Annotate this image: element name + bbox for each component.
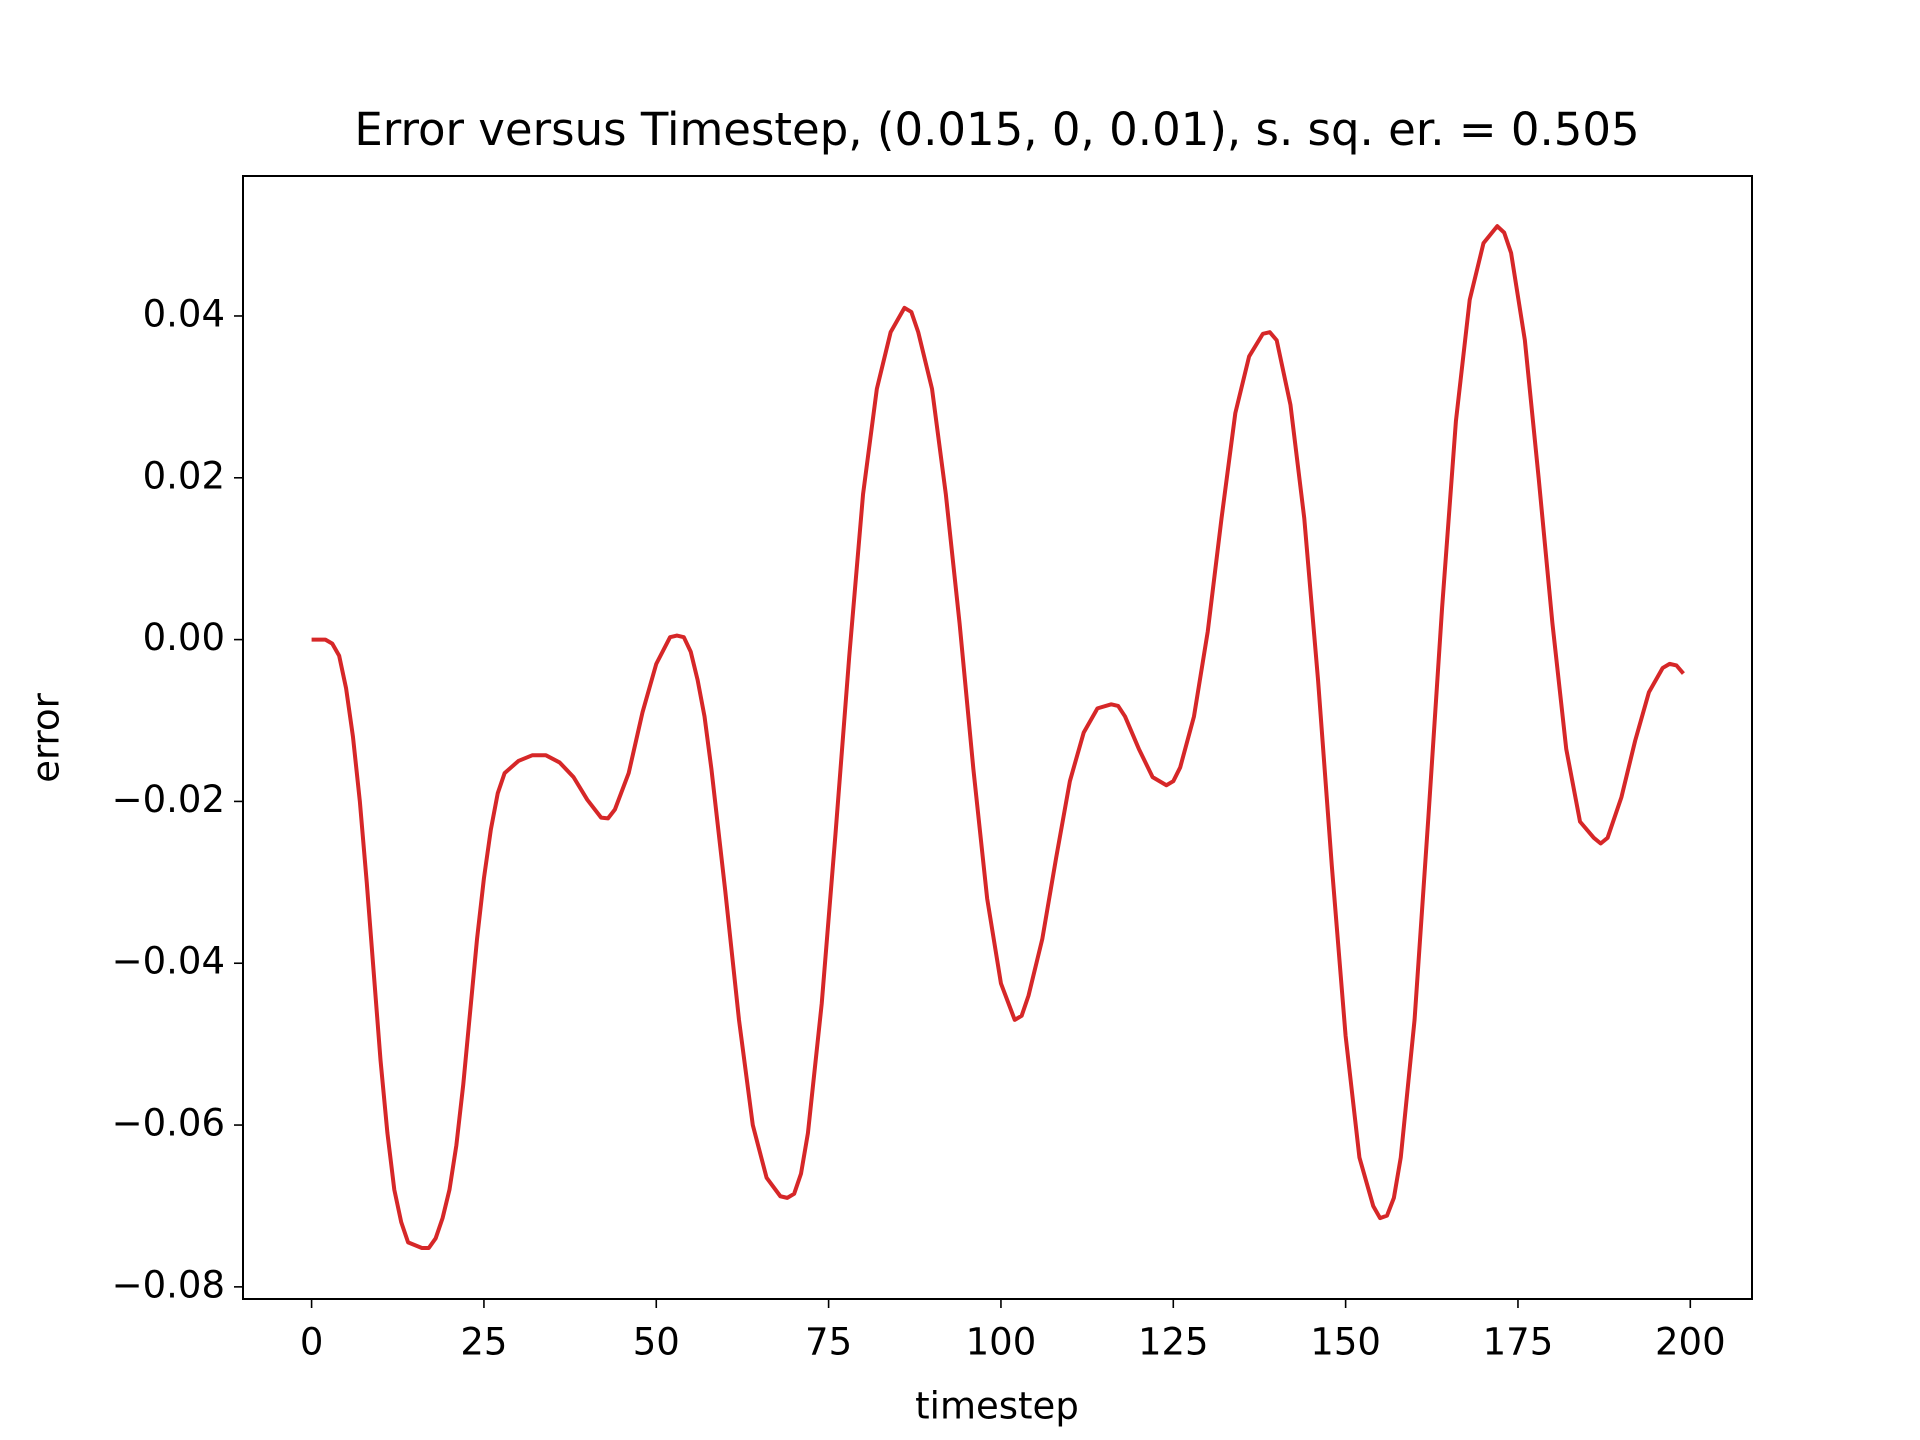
y-tick-label: 0.04 (143, 292, 225, 335)
x-tick-label: 50 (633, 1321, 680, 1364)
y-tick-label: −0.08 (112, 1263, 225, 1306)
y-tick-label: 0.00 (143, 616, 225, 659)
y-tick-label: −0.02 (112, 778, 225, 821)
y-axis-label: error (25, 692, 68, 782)
x-tick-label: 0 (300, 1321, 324, 1364)
plot-frame (242, 175, 1753, 1300)
x-tick-label: 200 (1655, 1321, 1726, 1364)
x-tick-label: 75 (805, 1321, 852, 1364)
chart-title: Error versus Timestep, (0.015, 0, 0.01),… (354, 103, 1639, 156)
x-tick-label: 150 (1310, 1321, 1381, 1364)
y-tick-label: −0.06 (112, 1102, 225, 1145)
x-axis-label: timestep (915, 1385, 1079, 1428)
y-tick-label: 0.02 (143, 454, 225, 497)
x-tick-label: 100 (966, 1321, 1037, 1364)
y-tick-label: −0.04 (112, 940, 225, 983)
x-tick-label: 25 (460, 1321, 507, 1364)
x-tick-label: 175 (1483, 1321, 1554, 1364)
data-line (311, 224, 1685, 1251)
x-tick-label: 125 (1138, 1321, 1209, 1364)
